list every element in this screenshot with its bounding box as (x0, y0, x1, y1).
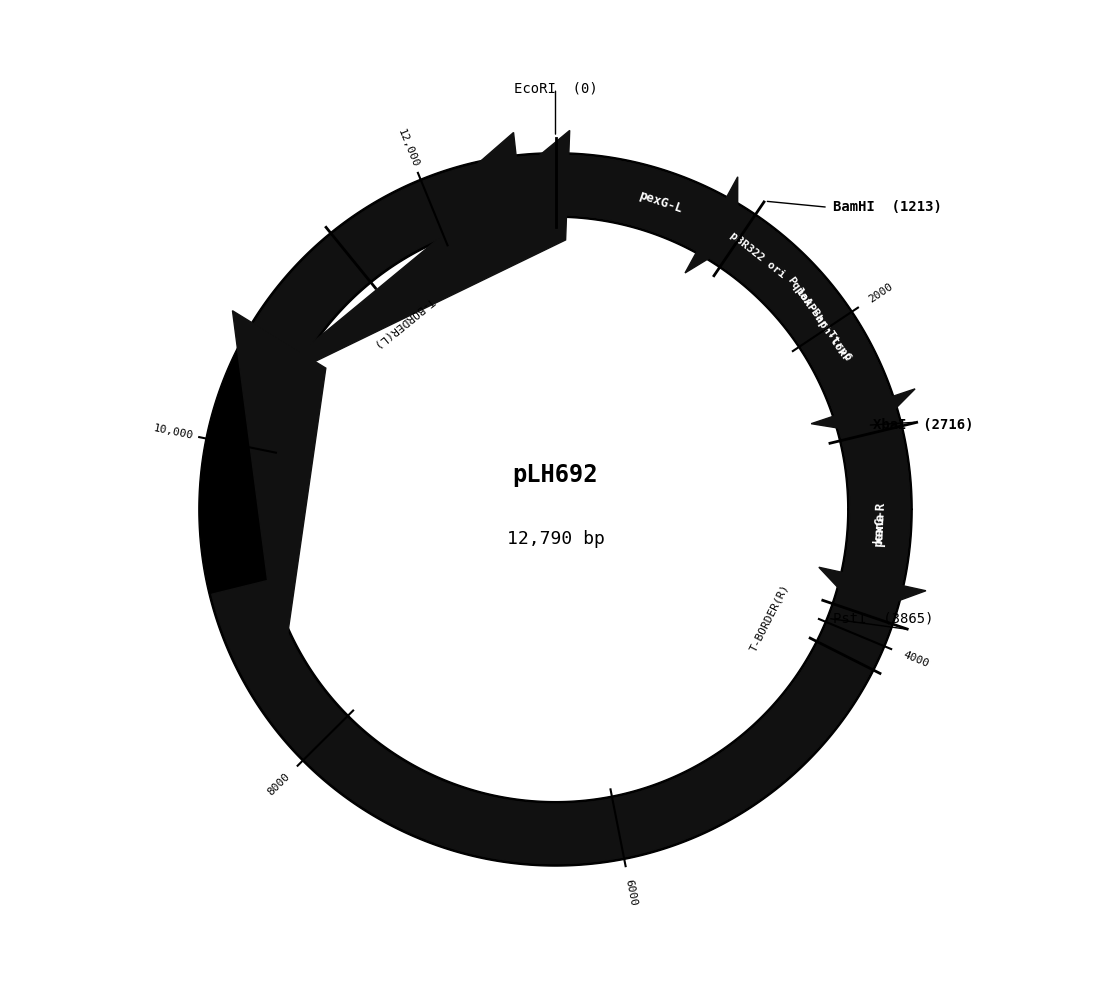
Polygon shape (574, 156, 725, 251)
Polygon shape (418, 133, 526, 242)
Polygon shape (685, 177, 738, 273)
Polygon shape (819, 567, 925, 614)
Text: BamHI  (1213): BamHI (1213) (833, 200, 942, 214)
Polygon shape (842, 427, 910, 585)
Text: PqpaA-Bar-TtrpC: PqpaA-Bar-TtrpC (784, 276, 852, 364)
Text: pexG-R: pexG-R (872, 501, 887, 547)
Text: EcoRI  (0): EcoRI (0) (513, 81, 598, 95)
Polygon shape (212, 156, 910, 863)
Polygon shape (232, 311, 326, 682)
Polygon shape (199, 153, 912, 866)
Text: 6000: 6000 (623, 878, 639, 907)
Text: T-BORDER(R): T-BORDER(R) (749, 582, 791, 653)
Text: pexG-L: pexG-L (638, 189, 684, 216)
Text: T-BORDER(L): T-BORDER(L) (372, 296, 436, 351)
Text: 12,000: 12,000 (396, 128, 420, 169)
Polygon shape (253, 131, 570, 392)
Text: PstI  (3865): PstI (3865) (833, 611, 933, 625)
Polygon shape (517, 155, 910, 754)
Polygon shape (254, 156, 910, 863)
Polygon shape (811, 389, 915, 434)
Polygon shape (721, 217, 891, 416)
Text: 12,790 bp: 12,790 bp (507, 530, 604, 548)
Text: 10,000: 10,000 (152, 423, 193, 441)
Text: 2000: 2000 (867, 281, 894, 305)
Text: pLH692: pLH692 (513, 463, 598, 487)
Text: pBR322 ori: pBR322 ori (728, 231, 787, 280)
Text: kana: kana (872, 512, 887, 543)
Text: XbaI  (2716): XbaI (2716) (872, 419, 973, 433)
Text: loxP-hph-loxP: loxP-hph-loxP (793, 286, 851, 364)
Text: 4000: 4000 (901, 649, 930, 669)
Text: 8000: 8000 (266, 771, 292, 797)
